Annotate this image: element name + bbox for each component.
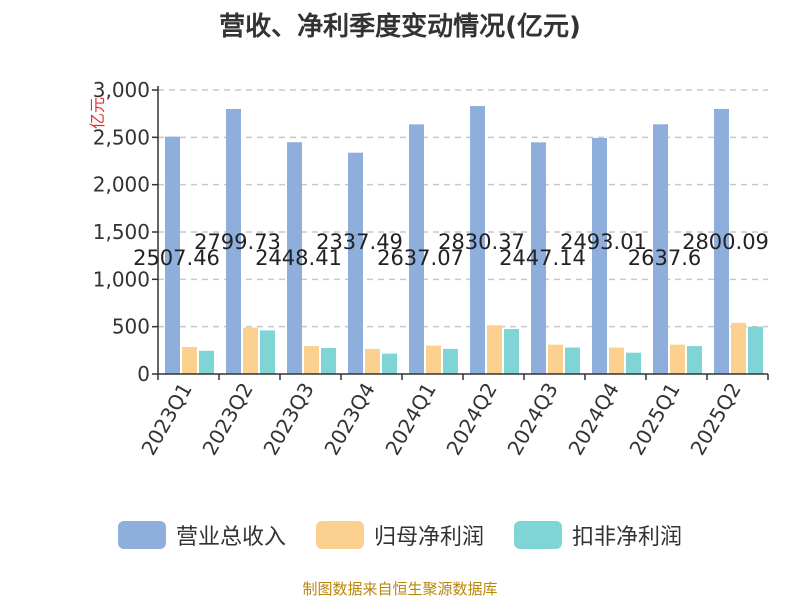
bar: [226, 108, 241, 374]
y-tick-label: 2,000: [93, 173, 150, 197]
bar: [165, 136, 180, 374]
data-label: 2800.09: [682, 230, 769, 254]
legend-label-net-profit: 归母净利润: [373, 525, 484, 550]
data-source-note: 制图数据来自恒生聚源数据库: [302, 580, 498, 598]
y-tick-label: 1,500: [93, 220, 150, 244]
y-axis-label: 亿元: [88, 97, 107, 129]
bar: [504, 329, 519, 374]
x-tick-label: 2025Q1: [624, 379, 684, 460]
data-label: 2448.41: [255, 246, 342, 270]
x-tick-label: 2023Q4: [319, 379, 379, 460]
data-label: 2799.73: [194, 230, 281, 254]
x-tick-label: 2023Q2: [197, 379, 257, 460]
legend-swatch-net-profit: [315, 521, 364, 549]
bar: [304, 346, 319, 374]
y-tick-label: 0: [137, 362, 150, 386]
legend-label-revenue: 营业总收入: [175, 525, 286, 550]
bar: [670, 344, 685, 374]
bar: [287, 142, 302, 374]
bar: [382, 353, 397, 374]
bar: [199, 350, 214, 374]
bar: [609, 347, 624, 374]
legend: 营业总收入 归母净利润 扣非净利润: [0, 520, 800, 550]
bar: [487, 325, 502, 374]
bar: [426, 345, 441, 374]
x-tick-label: 2024Q3: [502, 379, 562, 460]
legend-item-net-profit[interactable]: 归母净利润: [315, 519, 484, 551]
legend-item-revenue[interactable]: 营业总收入: [117, 519, 286, 551]
bar: [182, 347, 197, 374]
legend-swatch-revenue: [117, 521, 166, 549]
legend-swatch-deducted-profit: [514, 521, 562, 549]
x-tick-label: 2024Q1: [380, 379, 440, 460]
bar: [687, 346, 702, 374]
x-tick-label: 2023Q3: [258, 379, 318, 460]
bar: [443, 348, 458, 374]
bar: [321, 347, 336, 374]
chart-title: 营收、净利季度变动情况(亿元): [219, 12, 581, 42]
bar: [714, 108, 729, 375]
bar: [348, 152, 363, 374]
bar: [731, 322, 746, 374]
y-tick-label: 500: [112, 315, 150, 339]
bar: [592, 137, 607, 374]
x-tick-label: 2024Q4: [563, 379, 623, 460]
bar: [548, 344, 563, 374]
bar: [470, 106, 485, 375]
y-tick-label: 2,500: [93, 125, 150, 149]
y-tick-label: 1,000: [93, 267, 150, 291]
bar: [243, 327, 258, 374]
data-label: 2493.01: [560, 230, 647, 254]
data-label: 2447.14: [499, 246, 586, 270]
legend-label-deducted-profit: 扣非净利润: [572, 525, 683, 550]
data-label: 2507.46: [133, 246, 220, 270]
data-label: 2830.37: [438, 230, 525, 254]
bar: [365, 348, 380, 374]
x-tick-label: 2023Q1: [136, 379, 196, 460]
x-tick-label: 2024Q2: [441, 379, 501, 460]
bar: [409, 124, 424, 374]
bar: [531, 142, 546, 374]
y-tick-label: 3,000: [93, 78, 150, 102]
bar: [565, 347, 580, 374]
data-label: 2637.6: [628, 246, 701, 270]
bar: [653, 124, 668, 375]
bar: [626, 352, 641, 374]
data-label: 2637.07: [377, 246, 464, 270]
bar: [260, 330, 275, 374]
legend-item-deducted-profit[interactable]: 扣非净利润: [514, 519, 682, 551]
bar: [748, 326, 763, 374]
data-label: 2337.49: [316, 230, 403, 254]
x-tick-label: 2025Q2: [685, 379, 745, 460]
